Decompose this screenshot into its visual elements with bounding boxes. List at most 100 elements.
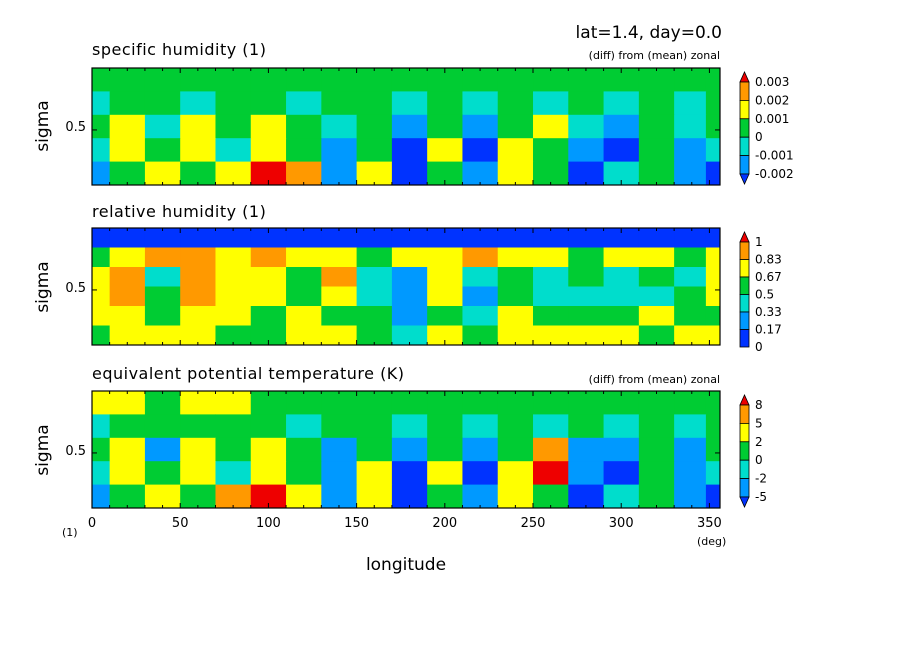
plot-area (91, 390, 721, 509)
colorbar-swatch (739, 311, 750, 330)
heatmap-cell (462, 286, 499, 307)
heatmap-cell (250, 91, 287, 116)
x-tick-label: 100 (256, 516, 281, 531)
heatmap-cell (144, 68, 181, 92)
heatmap-cell (638, 91, 675, 116)
heatmap-cell (603, 161, 640, 186)
y-tick-label: 0.5 (65, 120, 86, 135)
heatmap-cell (92, 267, 111, 287)
heatmap-cell (92, 286, 111, 307)
heatmap-cell (568, 484, 605, 509)
heatmap-cell (144, 461, 181, 486)
colorbar-label: 0 (755, 453, 763, 467)
heatmap-cell (497, 391, 534, 415)
heatmap-cell (705, 437, 721, 462)
panel-note: (diff) from (mean) zonal (589, 49, 720, 62)
heatmap-cell (144, 228, 181, 248)
x-tick-label: 300 (609, 516, 634, 531)
heatmap-cell (462, 306, 499, 326)
heatmap-cell (144, 114, 181, 139)
plot-frame (91, 67, 721, 186)
heatmap-cell (180, 437, 216, 462)
heatmap-cell (603, 247, 640, 268)
heatmap-cell (215, 437, 252, 462)
heatmap-cell (286, 306, 322, 326)
heatmap-cell (286, 138, 322, 163)
heatmap-cell (180, 161, 216, 186)
heatmap-cell (497, 68, 534, 92)
heatmap-cell (92, 161, 111, 186)
heatmap-cell (705, 286, 721, 307)
heatmap-cell (180, 306, 216, 326)
heatmap-cell (109, 286, 146, 307)
heatmap-cell (391, 114, 428, 139)
heatmap-cell (92, 68, 111, 92)
heatmap-cell (321, 461, 358, 486)
heatmap-cell (497, 247, 534, 268)
colorbar-label: 5 (755, 416, 763, 430)
heatmap-cell (391, 228, 428, 248)
colorbar-label: 0 (755, 340, 763, 354)
heatmap-cell (215, 484, 252, 509)
colorbar-label: 2 (755, 435, 763, 449)
heatmap-cell (533, 228, 569, 248)
heatmap-cell (250, 306, 287, 326)
heatmap-cell (144, 91, 181, 116)
heatmap-cell (674, 461, 707, 486)
heatmap-cell (533, 247, 569, 268)
heatmap-cell (462, 484, 499, 509)
heatmap-cell (427, 228, 463, 248)
heatmap-cell (705, 391, 721, 415)
heatmap-cell (286, 114, 322, 139)
heatmap-cell (568, 461, 605, 486)
heatmap-cell (705, 247, 721, 268)
heatmap-cell (533, 267, 569, 287)
heatmap-cell (705, 138, 721, 163)
heatmap-cell (533, 68, 569, 92)
heatmap-cell (109, 484, 146, 509)
x-axis-ticks: 0 50 100 150 200 250 300 350 (88, 516, 722, 531)
heatmap-cell (356, 306, 393, 326)
heatmap-cell (533, 138, 569, 163)
heatmap-cell (286, 325, 322, 346)
colorbar: 0.003 0.002 0.001 0 -0.001 -0.002 (739, 71, 794, 185)
x-tick-label: 50 (172, 516, 189, 531)
heatmap-cell (427, 91, 463, 116)
x-tick-label: 250 (521, 516, 546, 531)
heatmap-cell (674, 267, 707, 287)
heatmap-cell (674, 91, 707, 116)
colorbar-swatch (739, 276, 750, 295)
heatmap-cell (705, 267, 721, 287)
y-axis-label: sigma (33, 424, 53, 475)
colorbar-label: 0 (755, 130, 763, 144)
colorbar-cap-bottom (739, 496, 750, 508)
heatmap-cell (674, 286, 707, 307)
x-axis-label: longitude (366, 555, 446, 575)
colorbar-label: 8 (755, 398, 763, 412)
heatmap-cell (638, 228, 675, 248)
colorbar-swatch (739, 118, 750, 138)
heatmap-cell (144, 484, 181, 509)
heatmap-cell (603, 325, 640, 346)
heatmap-cell (250, 391, 287, 415)
heatmap-cell (321, 325, 358, 346)
heatmap-cell (109, 461, 146, 486)
heatmap-cell (109, 306, 146, 326)
heatmap-cell (250, 461, 287, 486)
heatmap-cell (462, 391, 499, 415)
heatmap-cell (603, 414, 640, 439)
heatmap-cell (144, 306, 181, 326)
x-unit-label: (deg) (697, 535, 726, 548)
heatmap-cell (674, 391, 707, 415)
heatmap-cell (356, 114, 393, 139)
x-tick-label: 150 (344, 516, 369, 531)
heatmap-cell (286, 161, 322, 186)
heatmap-cell (321, 286, 358, 307)
heatmap-cell (462, 414, 499, 439)
y-tick-label: 0.5 (65, 444, 86, 459)
heatmap-cell (497, 138, 534, 163)
heatmap-cell (215, 325, 252, 346)
plot-area (91, 227, 721, 346)
colorbar-label: 0.83 (755, 253, 782, 267)
